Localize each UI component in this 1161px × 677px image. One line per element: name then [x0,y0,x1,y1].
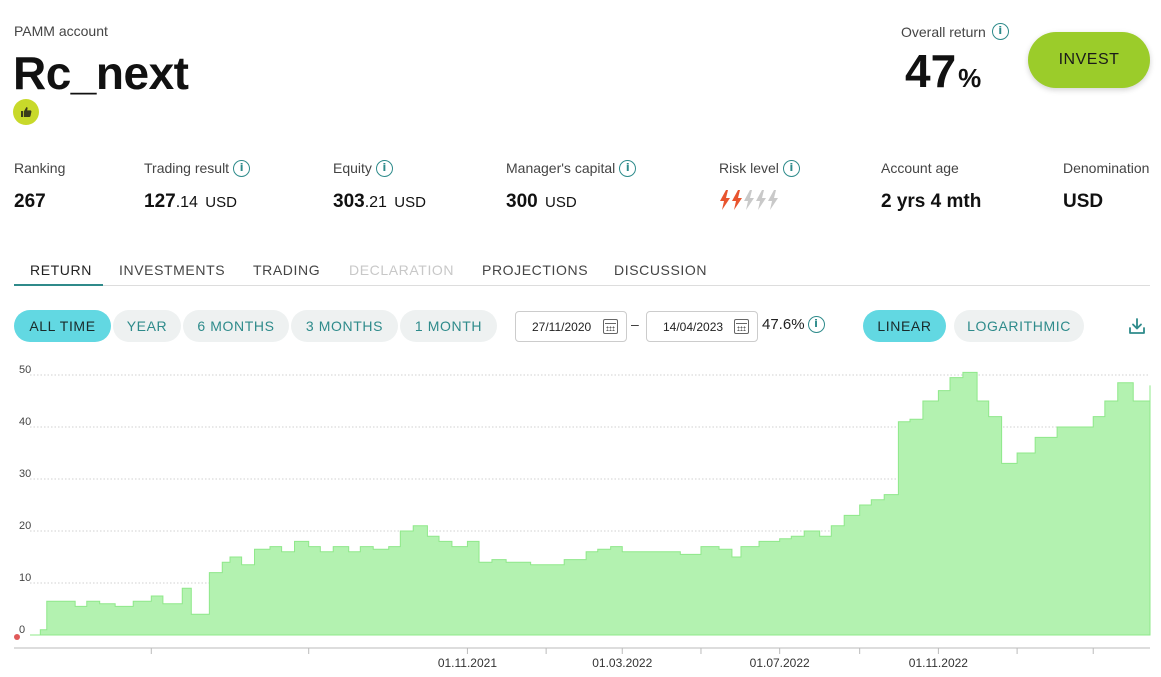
tab-trading[interactable]: TRADING [253,262,321,278]
equity-label-text: Equity [333,160,372,176]
info-icon[interactable]: i [619,159,637,177]
y-tick-label: 50 [19,364,31,376]
managers-capital-currency: USD [544,194,577,211]
denomination-value: USD [1063,191,1104,212]
trading-result-label: Trading result i [144,159,251,177]
date-separator: – [631,316,639,332]
risk-bolt-icon [756,190,766,210]
equity-value: 303.21 USD [333,191,426,213]
date-to-field[interactable]: 14/04/2023 [646,311,758,342]
overall-return-label: Overall return i [901,23,1009,40]
info-icon[interactable]: i [782,159,800,177]
return-chart: 0 10 20 30 40 50 01.11.2021 01.03.2022 01.07.202… [14,364,1151,670]
overall-return-number: 47 [905,45,957,97]
period-return-value: 47.6% [762,316,805,333]
period-3-months-button[interactable]: 3 MONTHS [291,310,398,342]
y-tick-label: 10 [19,572,31,584]
period-return: 47.6% i [762,316,825,333]
y-tick-label: 40 [19,416,31,428]
risk-bolt-icon [720,190,730,210]
overall-return-unit: % [958,63,982,93]
y-tick-label: 30 [19,468,31,480]
account-age-value: 2 yrs 4 mth [881,191,982,212]
stat-account-age: Account age 2 yrs 4 mth [881,159,981,213]
stat-risk-level: Risk level i [719,159,800,217]
account-type-label: PAMM account [14,23,108,39]
tab-discussion[interactable]: DISCUSSION [614,262,708,278]
stat-trading-result: Trading result i 127.14 USD [144,159,251,213]
x-tick-label: 01.07.2022 [750,656,810,670]
risk-bolt-icon [768,190,778,210]
date-from-field[interactable]: 27/11/2020 [515,311,627,342]
y-tick-label: 0 [19,624,25,636]
period-all-time-button[interactable]: ALL TIME [14,310,111,342]
managers-capital-label: Manager's capital i [506,159,637,177]
trading-result-value: 127.14 USD [144,191,250,213]
thumbs-up-icon[interactable] [13,99,39,125]
download-icon[interactable] [1128,317,1146,335]
stat-equity: Equity i 303.21 USD [333,159,426,213]
period-year-button[interactable]: YEAR [113,310,181,342]
tab-declaration: DECLARATION [349,262,455,278]
period-6-months-button[interactable]: 6 MONTHS [183,310,289,342]
period-1-month-button[interactable]: 1 MONTH [400,310,497,342]
equity-currency: USD [394,194,426,211]
info-icon[interactable]: i [807,316,825,333]
x-tick-label: 01.11.2022 [909,656,968,670]
managers-capital-value: 300 USD [506,191,636,213]
tab-projections[interactable]: PROJECTIONS [482,262,589,278]
invest-button[interactable]: INVEST [1028,32,1150,88]
scale-linear-button[interactable]: LINEAR [863,310,946,342]
account-name: Rc_next [13,47,189,99]
risk-bolt-icon [744,190,754,210]
equity-dec: .21 [364,194,387,211]
stat-managers-capital: Manager's capital i 300 USD [506,159,637,213]
calendar-icon[interactable] [603,319,618,334]
tab-investments[interactable]: INVESTMENTS [119,262,226,278]
y-tick-label: 20 [19,520,31,532]
x-tick-label: 01.03.2022 [592,656,652,670]
info-icon[interactable]: i [233,159,251,177]
overall-return-label-text: Overall return [901,23,986,40]
risk-bolt-icon [732,190,742,210]
account-age-label: Account age [881,160,959,176]
risk-level-bolts [719,189,800,217]
ranking-value: 267 [14,191,46,212]
tab-bar: RETURN INVESTMENTS TRADING DECLARATION P… [14,256,1150,286]
equity-int: 303 [333,191,365,212]
risk-level-meter [720,190,778,210]
trading-result-int: 127 [144,191,176,212]
equity-label: Equity i [333,159,426,177]
date-from-value: 27/11/2020 [532,319,592,334]
trading-result-dec: .14 [175,194,198,211]
ranking-label: Ranking [14,160,66,176]
scale-logarithmic-button[interactable]: LOGARITHMIC [954,310,1084,342]
x-tick-label: 01.11.2021 [438,656,497,670]
stat-ranking: Ranking 267 [14,159,65,213]
overall-return-value: 47% [905,44,981,98]
info-icon[interactable]: i [991,23,1009,40]
tab-return[interactable]: RETURN [30,262,92,278]
info-icon[interactable]: i [375,159,393,177]
trading-result-label-text: Trading result [144,160,230,176]
denomination-label: Denomination [1063,160,1150,176]
active-tab-indicator [14,284,103,286]
return-area-series [30,371,1151,636]
risk-level-label: Risk level i [719,159,800,177]
date-to-value: 14/04/2023 [663,319,724,334]
risk-level-label-text: Risk level [719,160,779,176]
start-marker [14,634,20,640]
calendar-icon[interactable] [734,319,749,334]
trading-result-currency: USD [205,194,237,211]
managers-capital-label-text: Manager's capital [506,160,616,176]
stat-denomination: Denomination USD [1063,159,1149,213]
managers-capital-number: 300 [506,191,538,212]
